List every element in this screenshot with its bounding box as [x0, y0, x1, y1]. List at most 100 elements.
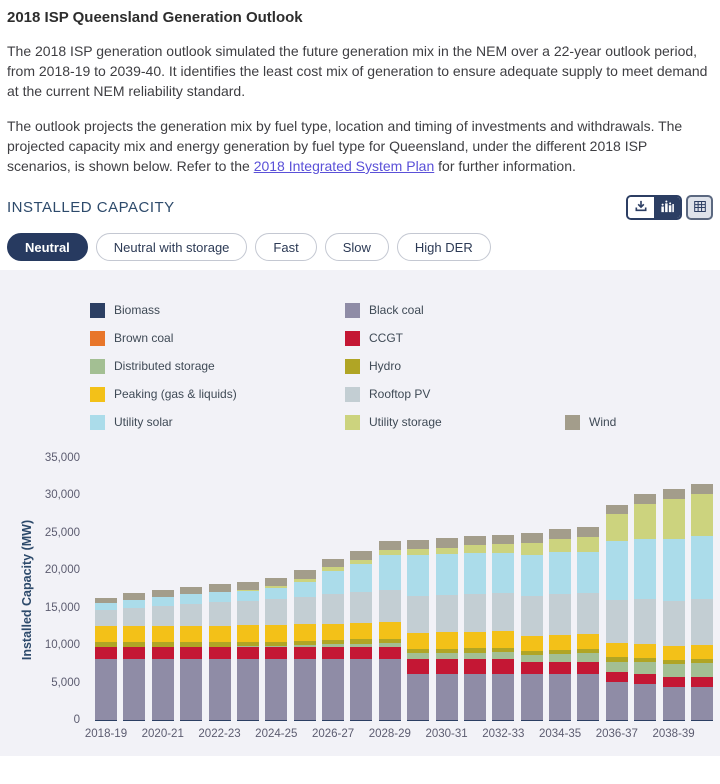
- segment-black-coal[interactable]: [180, 659, 202, 720]
- segment-ccgt[interactable]: [95, 647, 117, 659]
- segment-peaking-gas-liquids[interactable]: [350, 623, 372, 639]
- bar-2033-34[interactable]: [521, 533, 543, 721]
- segment-peaking-gas-liquids[interactable]: [95, 626, 117, 642]
- legend-item-rooftop-pv[interactable]: Rooftop PV: [345, 387, 565, 402]
- segment-black-coal[interactable]: [521, 674, 543, 720]
- segment-black-coal[interactable]: [606, 682, 628, 719]
- segment-rooftop-pv[interactable]: [95, 610, 117, 626]
- segment-utility-solar[interactable]: [691, 536, 713, 599]
- segment-peaking-gas-liquids[interactable]: [294, 624, 316, 640]
- segment-biomass[interactable]: [152, 720, 174, 721]
- segment-rooftop-pv[interactable]: [549, 594, 571, 635]
- segment-biomass[interactable]: [464, 720, 486, 721]
- segment-rooftop-pv[interactable]: [492, 593, 514, 632]
- bar-2021-22[interactable]: [180, 587, 202, 721]
- segment-black-coal[interactable]: [350, 659, 372, 720]
- segment-biomass[interactable]: [691, 720, 713, 721]
- segment-ccgt[interactable]: [237, 647, 259, 659]
- segment-rooftop-pv[interactable]: [464, 594, 486, 632]
- segment-rooftop-pv[interactable]: [237, 601, 259, 626]
- tab-slow[interactable]: Slow: [325, 233, 389, 261]
- segment-wind[interactable]: [152, 590, 174, 597]
- segment-biomass[interactable]: [265, 720, 287, 721]
- segment-peaking-gas-liquids[interactable]: [123, 626, 145, 642]
- legend-item-biomass[interactable]: Biomass: [90, 303, 345, 318]
- segment-peaking-gas-liquids[interactable]: [152, 626, 174, 642]
- segment-rooftop-pv[interactable]: [152, 606, 174, 626]
- segment-ccgt[interactable]: [123, 647, 145, 659]
- segment-black-coal[interactable]: [95, 659, 117, 720]
- segment-rooftop-pv[interactable]: [691, 599, 713, 645]
- bar-2039-40[interactable]: [691, 484, 713, 721]
- segment-black-coal[interactable]: [407, 674, 429, 720]
- segment-utility-storage[interactable]: [492, 544, 514, 553]
- segment-wind[interactable]: [577, 527, 599, 537]
- segment-wind[interactable]: [379, 541, 401, 550]
- segment-ccgt[interactable]: [152, 647, 174, 659]
- segment-utility-storage[interactable]: [577, 537, 599, 552]
- tab-fast[interactable]: Fast: [255, 233, 316, 261]
- segment-rooftop-pv[interactable]: [180, 604, 202, 626]
- bar-2030-31[interactable]: [436, 538, 458, 721]
- segment-black-coal[interactable]: [123, 659, 145, 720]
- segment-ccgt[interactable]: [379, 647, 401, 659]
- legend-item-ccgt[interactable]: CCGT: [345, 331, 565, 346]
- table-view-button[interactable]: [686, 195, 713, 220]
- segment-black-coal[interactable]: [379, 659, 401, 720]
- segment-black-coal[interactable]: [663, 687, 685, 720]
- bar-2031-32[interactable]: [464, 536, 486, 721]
- bar-2034-35[interactable]: [549, 529, 571, 721]
- segment-wind[interactable]: [180, 587, 202, 594]
- segment-ccgt[interactable]: [407, 659, 429, 674]
- segment-biomass[interactable]: [663, 720, 685, 721]
- segment-utility-storage[interactable]: [549, 539, 571, 552]
- segment-biomass[interactable]: [634, 720, 656, 721]
- segment-black-coal[interactable]: [294, 659, 316, 720]
- segment-ccgt[interactable]: [209, 647, 231, 659]
- segment-rooftop-pv[interactable]: [606, 600, 628, 643]
- segment-utility-storage[interactable]: [691, 494, 713, 537]
- segment-peaking-gas-liquids[interactable]: [549, 635, 571, 650]
- segment-biomass[interactable]: [577, 720, 599, 721]
- bar-2022-23[interactable]: [209, 584, 231, 721]
- bar-2018-19[interactable]: [95, 598, 117, 721]
- segment-utility-solar[interactable]: [123, 600, 145, 608]
- segment-biomass[interactable]: [322, 720, 344, 721]
- segment-biomass[interactable]: [379, 720, 401, 721]
- segment-peaking-gas-liquids[interactable]: [237, 625, 259, 641]
- segment-utility-storage[interactable]: [606, 514, 628, 541]
- bar-2038-39[interactable]: [663, 489, 685, 721]
- segment-rooftop-pv[interactable]: [322, 594, 344, 623]
- segment-black-coal[interactable]: [436, 674, 458, 720]
- segment-utility-solar[interactable]: [577, 552, 599, 592]
- segment-distributed-storage[interactable]: [634, 662, 656, 674]
- segment-peaking-gas-liquids[interactable]: [521, 636, 543, 651]
- legend-item-brown-coal[interactable]: Brown coal: [90, 331, 345, 346]
- segment-peaking-gas-liquids[interactable]: [407, 633, 429, 649]
- segment-ccgt[interactable]: [577, 662, 599, 674]
- segment-utility-solar[interactable]: [265, 588, 287, 599]
- segment-peaking-gas-liquids[interactable]: [180, 626, 202, 642]
- segment-distributed-storage[interactable]: [577, 653, 599, 662]
- tab-high-der[interactable]: High DER: [397, 233, 491, 261]
- segment-utility-solar[interactable]: [350, 564, 372, 592]
- segment-ccgt[interactable]: [436, 659, 458, 674]
- segment-utility-solar[interactable]: [521, 555, 543, 596]
- segment-ccgt[interactable]: [492, 659, 514, 674]
- segment-wind[interactable]: [436, 538, 458, 547]
- legend-item-hydro[interactable]: Hydro: [345, 359, 565, 374]
- segment-biomass[interactable]: [521, 720, 543, 721]
- segment-peaking-gas-liquids[interactable]: [492, 631, 514, 647]
- segment-black-coal[interactable]: [634, 684, 656, 720]
- segment-peaking-gas-liquids[interactable]: [436, 632, 458, 648]
- segment-wind[interactable]: [123, 593, 145, 600]
- segment-utility-solar[interactable]: [606, 541, 628, 599]
- segment-peaking-gas-liquids[interactable]: [577, 634, 599, 649]
- legend-item-distributed-storage[interactable]: Distributed storage: [90, 359, 345, 374]
- segment-distributed-storage[interactable]: [464, 653, 486, 660]
- bar-2035-36[interactable]: [577, 527, 599, 721]
- segment-peaking-gas-liquids[interactable]: [322, 624, 344, 640]
- segment-utility-solar[interactable]: [663, 539, 685, 601]
- segment-wind[interactable]: [691, 484, 713, 494]
- download-button[interactable]: [628, 197, 654, 218]
